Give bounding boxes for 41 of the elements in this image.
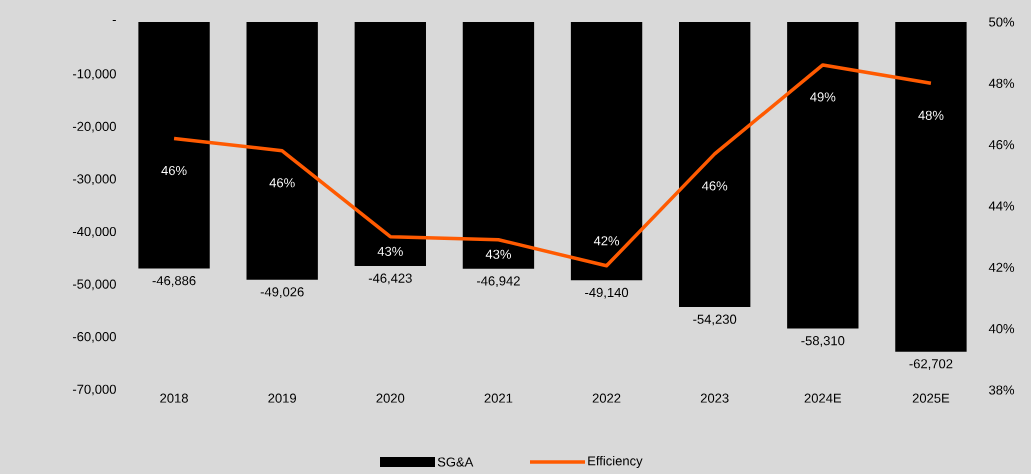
y-tick-label: -40,000 <box>72 226 116 238</box>
x-tick-label: 2022 <box>592 393 621 403</box>
data-label: 48% <box>918 110 944 120</box>
y2-tick-label: 44% <box>988 201 1015 211</box>
data-label: 46% <box>161 165 187 176</box>
data-label: -49,026 <box>260 287 304 299</box>
legend-label: Efficiency <box>588 455 643 469</box>
x-tick-label: 2018 <box>160 393 188 403</box>
y-tick-label: -30,000 <box>72 174 116 186</box>
data-label: 46% <box>701 181 728 191</box>
y2-tick-label: 50% <box>989 17 1015 27</box>
data-label: -46,423 <box>368 273 412 285</box>
data-label: 46% <box>269 178 295 188</box>
x-tick-label: 2021 <box>484 393 513 403</box>
legend-label: SG&A <box>437 457 474 467</box>
y2-tick-label: 42% <box>988 262 1015 272</box>
x-tick-label: 2019 <box>268 393 297 403</box>
data-label: 43% <box>485 249 511 259</box>
data-label: 43% <box>377 246 403 256</box>
data-label: -54,230 <box>693 314 737 326</box>
data-label: 49% <box>810 92 836 102</box>
data-label: 42% <box>593 236 620 246</box>
x-tick-label: 2023 <box>700 393 729 403</box>
y2-tick-label: 40% <box>988 324 1015 334</box>
x-tick-label: 2024E <box>804 393 842 403</box>
y-tick-label: - <box>112 20 116 22</box>
y-tick-label: -60,000 <box>72 332 116 343</box>
y-tick-label: -20,000 <box>72 121 116 133</box>
data-label: -62,702 <box>909 359 953 370</box>
y2-tick-label: 46% <box>988 140 1015 150</box>
data-label: -49,140 <box>585 287 629 299</box>
y2-tick-label: 48% <box>988 78 1015 88</box>
data-label: -46,942 <box>476 276 520 288</box>
x-tick-label: 2020 <box>376 393 405 403</box>
y-tick-label: -70,000 <box>72 384 116 396</box>
data-label: -46,886 <box>152 276 196 287</box>
x-tick-label: 2025E <box>912 393 950 403</box>
data-label: -58,310 <box>801 336 845 347</box>
y2-tick-label: 38% <box>989 385 1015 395</box>
y-tick-label: -50,000 <box>72 279 116 291</box>
y-tick-label: -10,000 <box>72 69 116 80</box>
